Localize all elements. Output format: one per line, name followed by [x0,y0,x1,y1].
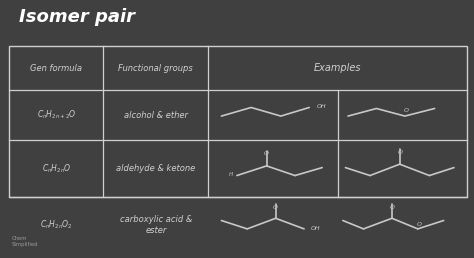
Text: O: O [403,108,408,114]
Text: Chem
Simplified: Chem Simplified [12,236,38,247]
Text: OH: OH [317,104,327,109]
Text: $C_nH_{2n+2}O$: $C_nH_{2n+2}O$ [36,109,76,121]
Text: aldehyde & ketone: aldehyde & ketone [116,164,195,173]
Text: O: O [273,205,278,210]
Text: carboxylic acid &
ester: carboxylic acid & ester [119,215,192,235]
Text: alcohol & ether: alcohol & ether [124,111,188,119]
Text: OH: OH [311,226,321,231]
Text: O: O [390,205,394,210]
Text: O: O [264,151,269,156]
Text: $C_nH_{2n}O_2$: $C_nH_{2n}O_2$ [40,219,73,231]
Text: Isomer pair: Isomer pair [19,8,135,26]
Text: Functional groups: Functional groups [118,64,193,72]
Bar [9,46,467,197]
Text: O: O [397,150,402,155]
Text: Gen formula: Gen formula [30,64,82,72]
Text: H: H [229,172,233,177]
Text: $C_nH_{2n}O$: $C_nH_{2n}O$ [42,163,71,175]
Text: O: O [416,222,421,227]
Text: Examples: Examples [314,63,361,73]
